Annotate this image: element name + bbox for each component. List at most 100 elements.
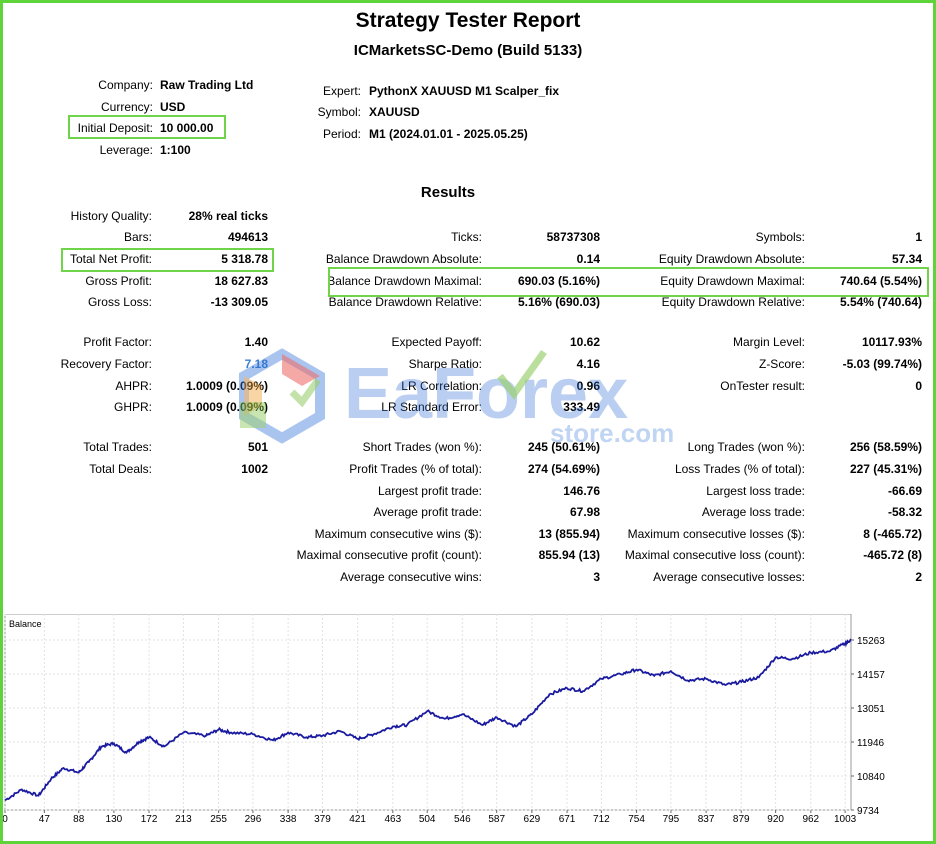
setting-value: PythonX XAUUSD M1 Scalper_fix bbox=[369, 84, 560, 98]
result-value: 28% real ticks bbox=[188, 209, 268, 223]
x-tick-label: 504 bbox=[419, 814, 436, 824]
result-value: 0 bbox=[915, 379, 922, 393]
result-label: Loss Trades (% of total): bbox=[674, 462, 805, 476]
initial-deposit-highlight bbox=[68, 115, 226, 139]
x-tick-label: 463 bbox=[384, 814, 401, 824]
result-value: 855.94 (13) bbox=[538, 548, 600, 562]
x-tick-label: 379 bbox=[314, 814, 331, 824]
y-tick-label: 9734 bbox=[857, 806, 880, 817]
setting-value: M1 (2024.01.01 - 2025.05.25) bbox=[369, 127, 528, 141]
result-label: Equity Drawdown Absolute: bbox=[658, 252, 805, 266]
report-title: Strategy Tester Report bbox=[355, 9, 581, 32]
result-label: GHPR: bbox=[113, 400, 152, 414]
result-value: 13 (855.94) bbox=[538, 527, 600, 541]
result-value: 4.16 bbox=[576, 357, 600, 371]
x-tick-label: 421 bbox=[349, 814, 366, 824]
result-value: 67.98 bbox=[569, 505, 600, 519]
result-label: Maximum consecutive wins ($): bbox=[314, 527, 482, 541]
result-label: Gross Profit: bbox=[85, 274, 152, 288]
result-value: 1.40 bbox=[244, 335, 268, 349]
result-label: Profit Factor: bbox=[83, 335, 152, 349]
account-value: USD bbox=[160, 100, 186, 114]
y-tick-label: 10840 bbox=[857, 772, 885, 783]
result-value: 18 627.83 bbox=[214, 274, 268, 288]
balance-chart: 0 47 88 130 172 213 255 296 338 379 421 463 504 546 58… bbox=[3, 614, 933, 824]
result-label: Total Net Profit: bbox=[69, 252, 152, 266]
result-label: Equity Drawdown Maximal: bbox=[660, 274, 805, 288]
result-value: -5.03 (99.74%) bbox=[842, 357, 922, 371]
result-value: 5.54% (740.64) bbox=[839, 295, 922, 309]
result-label: Maximum consecutive losses ($): bbox=[627, 527, 805, 541]
result-label: Total Deals: bbox=[89, 462, 152, 476]
result-label: Equity Drawdown Relative: bbox=[661, 295, 805, 309]
result-label: History Quality: bbox=[70, 209, 152, 223]
result-label: Maximal consecutive profit (count): bbox=[296, 548, 482, 562]
result-label: Ticks: bbox=[451, 230, 482, 244]
result-value: 5.16% (690.03) bbox=[517, 295, 600, 309]
x-tick-label: 47 bbox=[39, 814, 51, 824]
result-value: 1.0009 (0.09%) bbox=[185, 400, 268, 414]
x-tick-label: 255 bbox=[210, 814, 227, 824]
x-tick-label: 671 bbox=[559, 814, 576, 824]
account-label: Currency: bbox=[100, 100, 153, 114]
result-value: 501 bbox=[247, 440, 268, 454]
result-value: 7.18 bbox=[244, 357, 268, 371]
account-label: Leverage: bbox=[99, 143, 153, 157]
result-value: 1 bbox=[915, 230, 922, 244]
result-value: 1002 bbox=[241, 462, 268, 476]
result-value: 10117.93% bbox=[861, 335, 922, 349]
chart-legend: Balance bbox=[9, 619, 42, 629]
y-tick-label: 15263 bbox=[857, 636, 885, 647]
result-label: Gross Loss: bbox=[87, 295, 152, 309]
setting-value: XAUUSD bbox=[369, 105, 420, 119]
account-label: Company: bbox=[98, 78, 153, 92]
result-label: Average profit trade: bbox=[373, 505, 482, 519]
max-drawdown-highlight bbox=[328, 267, 929, 297]
x-tick-label: 1003 bbox=[834, 814, 857, 824]
account-label: Initial Deposit: bbox=[77, 121, 153, 135]
x-tick-label: 879 bbox=[733, 814, 750, 824]
result-label: Z-Score: bbox=[758, 357, 805, 371]
result-value: 227 (45.31%) bbox=[849, 462, 922, 476]
result-label: Balance Drawdown Absolute: bbox=[325, 252, 482, 266]
x-tick-label: 962 bbox=[802, 814, 819, 824]
result-value: 690.03 (5.16%) bbox=[517, 274, 600, 288]
x-tick-label: 338 bbox=[280, 814, 297, 824]
result-value: 3 bbox=[593, 570, 600, 584]
results-heading: Results bbox=[420, 184, 476, 201]
result-value: 333.49 bbox=[563, 400, 600, 414]
result-label: Recovery Factor: bbox=[60, 357, 152, 371]
x-tick-label: 88 bbox=[73, 814, 85, 824]
result-label: Margin Level: bbox=[732, 335, 805, 349]
result-value: 274 (54.69%) bbox=[527, 462, 600, 476]
result-label: Largest loss trade: bbox=[706, 484, 805, 498]
x-tick-label: 0 bbox=[3, 814, 8, 824]
result-value: 2 bbox=[915, 570, 922, 584]
result-value: 0.14 bbox=[576, 252, 600, 266]
result-label: LR Correlation: bbox=[401, 379, 482, 393]
account-value: 1:100 bbox=[160, 143, 191, 157]
result-value: 1.0009 (0.09%) bbox=[185, 379, 268, 393]
eaforex-watermark-logo: EaForex store.com bbox=[232, 346, 732, 448]
x-tick-label: 587 bbox=[488, 814, 505, 824]
plot-area bbox=[4, 614, 852, 811]
result-value: 0.96 bbox=[576, 379, 600, 393]
result-value: -465.72 (8) bbox=[863, 548, 922, 562]
result-label: Balance Drawdown Relative: bbox=[328, 295, 482, 309]
result-label: Sharpe Ratio: bbox=[408, 357, 482, 371]
result-label: OnTester result: bbox=[720, 379, 805, 393]
result-label: Expected Payoff: bbox=[391, 335, 482, 349]
x-tick-label: 296 bbox=[245, 814, 262, 824]
x-tick-label: 172 bbox=[141, 814, 158, 824]
result-value: -13 309.05 bbox=[210, 295, 268, 309]
result-value: 256 (58.59%) bbox=[849, 440, 922, 454]
x-tick-label: 546 bbox=[454, 814, 471, 824]
result-value: 245 (50.61%) bbox=[527, 440, 600, 454]
result-label: Balance Drawdown Maximal: bbox=[327, 274, 482, 288]
account-value: Raw Trading Ltd bbox=[160, 78, 254, 92]
setting-label: Expert: bbox=[322, 84, 361, 98]
result-value: 58737308 bbox=[546, 230, 600, 244]
result-value: 494613 bbox=[227, 230, 268, 244]
result-label: Short Trades (won %): bbox=[362, 440, 482, 454]
y-tick-label: 13051 bbox=[857, 704, 885, 715]
